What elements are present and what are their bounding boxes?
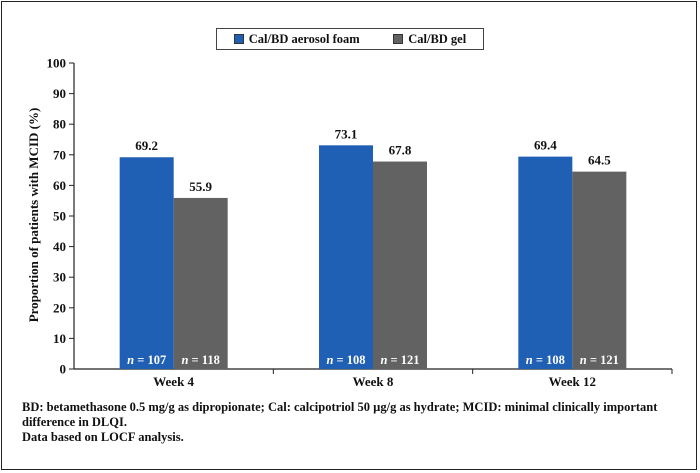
n-label: n = 121 — [380, 353, 419, 367]
data-label: 69.4 — [534, 138, 557, 153]
legend-swatch-foam — [233, 34, 244, 44]
y-tick-label: 0 — [60, 362, 67, 377]
n-label: n = 107 — [127, 353, 166, 367]
y-tick-label: 100 — [47, 56, 67, 71]
n-label: n = 118 — [181, 353, 219, 367]
y-tick-label: 10 — [53, 331, 66, 346]
n-label: n = 108 — [326, 353, 365, 367]
footnote-abbreviations: BD: betamethasone 0.5 mg/g as dipropiona… — [22, 400, 658, 429]
data-label: 69.2 — [135, 138, 158, 153]
y-tick-label: 90 — [53, 86, 66, 101]
legend-item-gel: Cal/BD gel — [393, 32, 466, 47]
data-label: 67.8 — [389, 143, 412, 158]
legend-label-foam: Cal/BD aerosol foam — [248, 31, 360, 46]
bar — [518, 156, 573, 369]
bar — [173, 197, 228, 369]
x-tick-label: Week 8 — [353, 374, 394, 389]
data-label: 73.1 — [335, 126, 358, 141]
labels: Week 4 69.2 n = 107 55.9 n = 118 Week 8 73.1 n … — [127, 126, 619, 389]
data-label: 64.5 — [588, 153, 611, 168]
n-label: n = 108 — [526, 353, 565, 367]
bar-chart: 0 10 20 30 40 50 60 70 80 90 100 Week 4 69.2 n = 107… — [26, 56, 673, 389]
bar — [319, 145, 373, 369]
footnote: BD: betamethasone 0.5 mg/g as dipropiona… — [22, 400, 686, 445]
y-axis-label: Proportion of patients with MCID (%) — [26, 108, 41, 323]
data-label: 55.9 — [189, 179, 212, 194]
y-tick-label: 60 — [53, 178, 66, 193]
x-tick-label: Week 12 — [549, 374, 596, 389]
y-tick-label: 30 — [53, 270, 66, 285]
legend-label-gel: Cal/BD gel — [408, 31, 467, 46]
legend: Cal/BD aerosol foam Cal/BD gel — [216, 28, 484, 50]
y-tick-label: 20 — [53, 300, 66, 315]
legend-item-foam: Cal/BD aerosol foam — [233, 31, 360, 47]
footnote-analysis: Data based on LOCF analysis. — [22, 430, 184, 444]
y-tick-label: 80 — [53, 117, 66, 132]
y-tick-label: 40 — [53, 239, 66, 254]
y-tick-label: 70 — [53, 147, 66, 162]
bar — [119, 157, 174, 369]
bar — [572, 171, 627, 369]
bar — [373, 161, 427, 369]
bars — [119, 145, 627, 369]
x-tick-label: Week 4 — [153, 374, 194, 389]
n-label: n = 121 — [580, 353, 619, 367]
legend-swatch-gel — [393, 34, 404, 44]
y-tick-label: 50 — [53, 209, 66, 224]
